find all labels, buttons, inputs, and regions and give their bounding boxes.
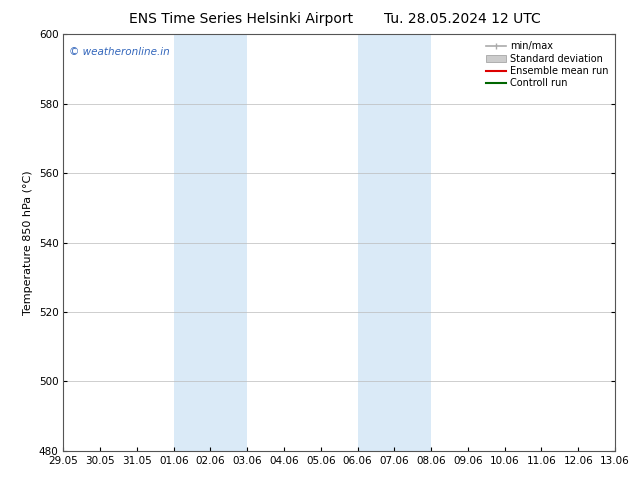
Text: Tu. 28.05.2024 12 UTC: Tu. 28.05.2024 12 UTC [384, 12, 541, 26]
Bar [174, 34, 247, 451]
Text: © weatheronline.in: © weatheronline.in [69, 47, 170, 57]
Text: ENS Time Series Helsinki Airport: ENS Time Series Helsinki Airport [129, 12, 353, 26]
Bar [358, 34, 431, 451]
Legend: min/max, Standard deviation, Ensemble mean run, Controll run: min/max, Standard deviation, Ensemble me… [484, 39, 610, 90]
Y-axis label: Temperature 850 hPa (°C): Temperature 850 hPa (°C) [23, 170, 33, 315]
